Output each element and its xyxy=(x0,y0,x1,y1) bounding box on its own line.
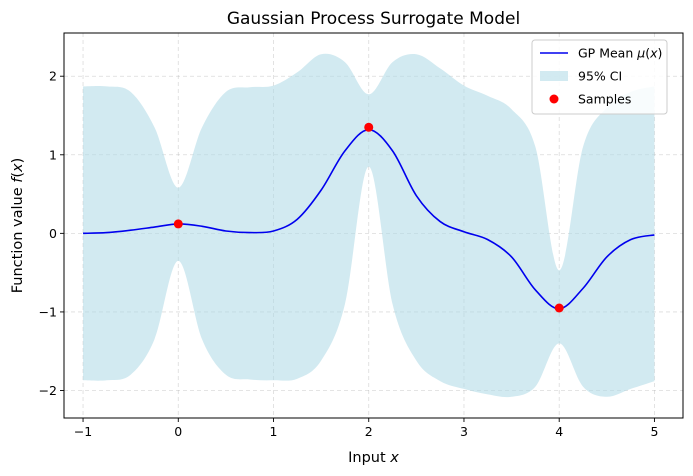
ci-band-layer xyxy=(83,53,655,398)
y-tick-label: −1 xyxy=(39,304,57,319)
legend-samples-swatch xyxy=(549,94,559,104)
legend-mean-label: GP Mean μ(x) xyxy=(578,46,662,61)
x-tick-label: 4 xyxy=(555,424,563,439)
y-tick-label: 2 xyxy=(49,69,57,84)
legend: GP Mean μ(x) 95% CI Samples xyxy=(531,39,668,115)
x-axis-title: Input x xyxy=(348,450,399,466)
samples-layer xyxy=(173,122,564,313)
legend-mean-label-paren-close: ) xyxy=(657,46,662,61)
y-axis-title-paren-close: ) xyxy=(10,158,26,164)
sample-point xyxy=(364,122,374,132)
x-axis-ticks: −1 0 1 2 3 4 5 xyxy=(74,418,658,439)
y-axis-title-text: Function value xyxy=(10,183,26,294)
y-axis-title-paren-open: ( xyxy=(10,172,26,178)
y-tick-label: 0 xyxy=(49,226,57,241)
y-axis-title-var: x xyxy=(10,163,26,173)
x-tick-label: 1 xyxy=(270,424,278,439)
x-tick-label: 0 xyxy=(174,424,182,439)
legend-samples-label: Samples xyxy=(578,92,631,107)
ci-band xyxy=(83,53,655,398)
plot-area-frame xyxy=(63,32,684,419)
sample-point xyxy=(554,303,564,313)
x-tick-label: 5 xyxy=(650,424,658,439)
x-axis-title-text: Input xyxy=(348,450,390,466)
y-axis-title: Function value f(x) xyxy=(10,158,26,294)
legend-ci-label: 95% CI xyxy=(578,69,622,84)
chart-title: Gaussian Process Surrogate Model xyxy=(227,9,520,29)
y-axis-title-func: f xyxy=(10,176,26,183)
y-axis-ticks: −2 −1 0 1 2 xyxy=(39,69,64,398)
legend-mean-label-var: x xyxy=(649,46,658,61)
y-tick-label: −2 xyxy=(39,383,57,398)
sample-point xyxy=(173,219,183,229)
legend-mean-label-paren-open: ( xyxy=(645,46,650,61)
legend-box xyxy=(531,39,668,115)
y-tick-label: 1 xyxy=(49,147,57,162)
legend-mean-label-text: GP Mean xyxy=(578,46,637,61)
x-tick-label: 3 xyxy=(460,424,468,439)
legend-mean-label-mu: μ xyxy=(636,46,645,61)
legend-ci-swatch xyxy=(540,71,568,81)
x-axis-title-var: x xyxy=(389,450,399,466)
x-tick-label: −1 xyxy=(74,424,92,439)
x-tick-label: 2 xyxy=(365,424,373,439)
